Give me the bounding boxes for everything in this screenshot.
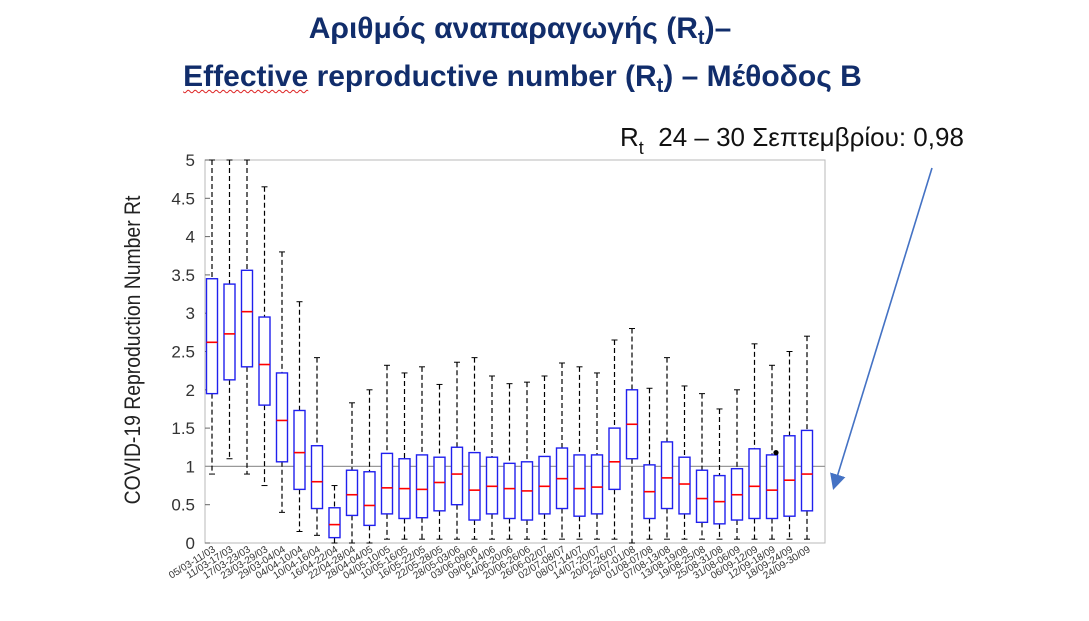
box-10 bbox=[363, 389, 376, 544]
box-21 bbox=[555, 362, 569, 540]
iqr-box bbox=[503, 462, 516, 520]
iqr-box bbox=[223, 283, 236, 381]
box-3 bbox=[240, 159, 254, 475]
iqr-box bbox=[310, 445, 324, 510]
box-12 bbox=[398, 372, 411, 540]
box-15 bbox=[450, 361, 464, 540]
box-22 bbox=[573, 366, 586, 540]
box-33 bbox=[765, 364, 779, 540]
box-7 bbox=[310, 357, 324, 536]
latest-rt-annotation: Rt 24 – 30 Σεπτεμβρίου: 0,98 bbox=[620, 122, 964, 158]
box-32 bbox=[748, 343, 761, 540]
box-4 bbox=[258, 186, 271, 487]
iqr-box bbox=[748, 448, 761, 520]
y-tick-label: 1 bbox=[186, 457, 195, 476]
iqr-box bbox=[433, 456, 446, 512]
box-9 bbox=[345, 402, 359, 544]
iqr-box bbox=[205, 278, 219, 395]
box-26 bbox=[643, 387, 656, 540]
box-27 bbox=[660, 357, 674, 540]
y-tick-label: 3 bbox=[186, 304, 195, 323]
iqr-box bbox=[293, 409, 306, 491]
iqr-box bbox=[345, 469, 359, 517]
box-35 bbox=[800, 335, 814, 540]
box-13 bbox=[415, 366, 429, 540]
iqr-box bbox=[240, 269, 254, 368]
iqr-box bbox=[608, 427, 621, 491]
box-34 bbox=[783, 351, 796, 540]
y-tick-label: 0 bbox=[186, 534, 195, 553]
y-tick-label: 1.5 bbox=[171, 419, 195, 438]
box-14 bbox=[433, 383, 446, 540]
y-tick-label: 5 bbox=[186, 151, 195, 170]
iqr-box bbox=[380, 452, 394, 515]
chart-title-english: Effective reproductive number (Rt) – Μέθ… bbox=[183, 60, 862, 97]
y-tick-label: 4.5 bbox=[171, 189, 195, 208]
y-axis-ticks: 0 0.5 1 1.5 2 2.5 3 3.5 4 4.5 5 bbox=[171, 151, 210, 553]
iqr-box bbox=[258, 316, 271, 406]
box-1 bbox=[205, 159, 219, 475]
box-17 bbox=[485, 375, 499, 540]
iqr-box bbox=[660, 441, 674, 510]
box-6 bbox=[293, 301, 306, 533]
box-29 bbox=[695, 393, 709, 540]
iqr-box bbox=[538, 455, 551, 515]
iqr-box bbox=[363, 471, 376, 527]
chart-title-greek: Αριθμός αναπαραγωγής (Rt)– bbox=[308, 12, 732, 49]
box-18 bbox=[503, 383, 516, 540]
iqr-box bbox=[275, 372, 289, 463]
box-5 bbox=[275, 251, 289, 513]
box-28 bbox=[678, 385, 691, 540]
iqr-box bbox=[415, 454, 429, 519]
iqr-box bbox=[713, 474, 726, 525]
y-axis-label: COVID-19 Reproduction Number Rt bbox=[121, 195, 145, 504]
y-tick-label: 2 bbox=[186, 381, 195, 400]
iqr-box bbox=[450, 446, 464, 506]
iqr-box bbox=[765, 454, 779, 520]
y-tick-label: 3.5 bbox=[171, 266, 195, 285]
iqr-box bbox=[678, 456, 691, 515]
box-2 bbox=[223, 159, 236, 460]
iqr-box bbox=[783, 435, 796, 517]
box-24 bbox=[608, 339, 621, 540]
iqr-box bbox=[328, 507, 341, 539]
box-31 bbox=[730, 389, 744, 540]
box-11 bbox=[380, 364, 394, 540]
box-16 bbox=[468, 357, 481, 540]
box-25 bbox=[625, 328, 639, 544]
iqr-box bbox=[468, 451, 481, 521]
x-axis-tick-labels: 05/03-11/0311/03-17/0317/03-23/0323/03-2… bbox=[167, 544, 813, 582]
iqr-box bbox=[573, 454, 586, 517]
y-tick-label: 0.5 bbox=[171, 496, 195, 515]
y-tick-label: 4 bbox=[186, 228, 195, 247]
iqr-box bbox=[590, 454, 604, 515]
outlier-point bbox=[773, 450, 779, 456]
annotation-arrow bbox=[830, 167, 933, 491]
boxplot-series bbox=[205, 159, 814, 544]
box-8 bbox=[328, 485, 341, 544]
box-30 bbox=[713, 408, 726, 540]
iqr-box bbox=[695, 469, 709, 524]
box-23 bbox=[590, 372, 604, 540]
y-tick-label: 2.5 bbox=[171, 343, 195, 362]
iqr-box bbox=[800, 429, 814, 512]
box-20 bbox=[538, 375, 551, 540]
box-19 bbox=[520, 381, 534, 540]
